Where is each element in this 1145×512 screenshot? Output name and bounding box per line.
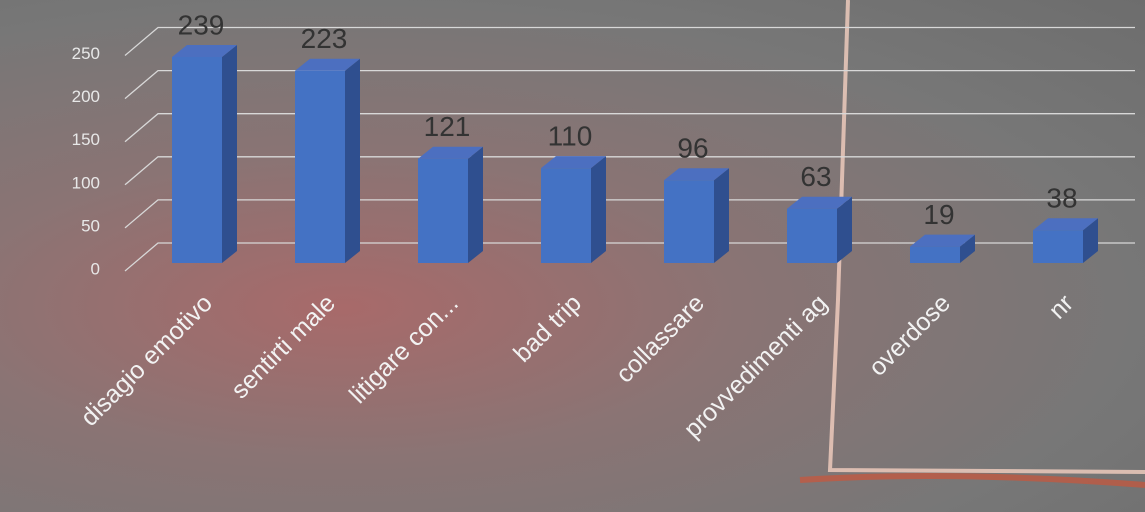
value-label: 110 (548, 121, 593, 152)
x-tick-label: nr (1043, 289, 1079, 325)
bar-top (1033, 218, 1098, 231)
background-light (799, 473, 1145, 488)
value-label: 38 (1046, 183, 1077, 214)
bar (787, 208, 837, 263)
bar-top (418, 146, 483, 159)
value-label: 239 (178, 9, 225, 40)
value-label: 63 (800, 161, 831, 192)
value-label: 223 (301, 23, 348, 54)
value-label: 121 (424, 111, 471, 142)
bar-top (541, 156, 606, 169)
y-tick-label: 150 (72, 130, 100, 149)
y-tick-label: 200 (72, 87, 100, 106)
bar-side (714, 168, 729, 263)
bar-top (664, 168, 729, 181)
y-tick-label: 0 (91, 259, 100, 278)
bar-top (910, 234, 975, 247)
bar (1033, 230, 1083, 263)
bar (172, 56, 222, 264)
bar-top (172, 44, 237, 57)
bar-side (1083, 218, 1098, 263)
grid-line (124, 113, 1135, 143)
value-label: 19 (923, 199, 954, 230)
bar-side (591, 156, 606, 263)
bar-side (345, 58, 360, 263)
background-light (827, 0, 1145, 474)
grid-line (124, 69, 1135, 100)
grid-line (124, 156, 1135, 186)
bar-side (222, 44, 237, 264)
x-tick-label: collassare (611, 289, 710, 388)
x-tick-label: sentirti male (226, 289, 341, 404)
x-tick-label: litigare con... (344, 289, 464, 409)
y-tick-label: 250 (72, 44, 100, 63)
x-tick-label: bad trip (508, 289, 587, 368)
grid-line (124, 26, 1135, 56)
bar (910, 246, 960, 263)
y-tick-label: 100 (72, 173, 100, 192)
bar-side (468, 146, 483, 263)
x-tick-label: disagio emotivo (75, 289, 218, 432)
bar-side (837, 196, 852, 263)
bar-top (295, 58, 360, 71)
value-label: 96 (677, 133, 708, 164)
grid-line (124, 242, 1135, 272)
bar-side (960, 234, 975, 263)
grid-line (124, 199, 1135, 229)
bar (541, 168, 591, 263)
bar (295, 70, 345, 263)
bar-top (787, 196, 852, 209)
bar (418, 158, 468, 263)
y-tick-label: 50 (81, 216, 100, 235)
x-tick-label: overdose (863, 289, 956, 382)
bar (664, 180, 714, 263)
